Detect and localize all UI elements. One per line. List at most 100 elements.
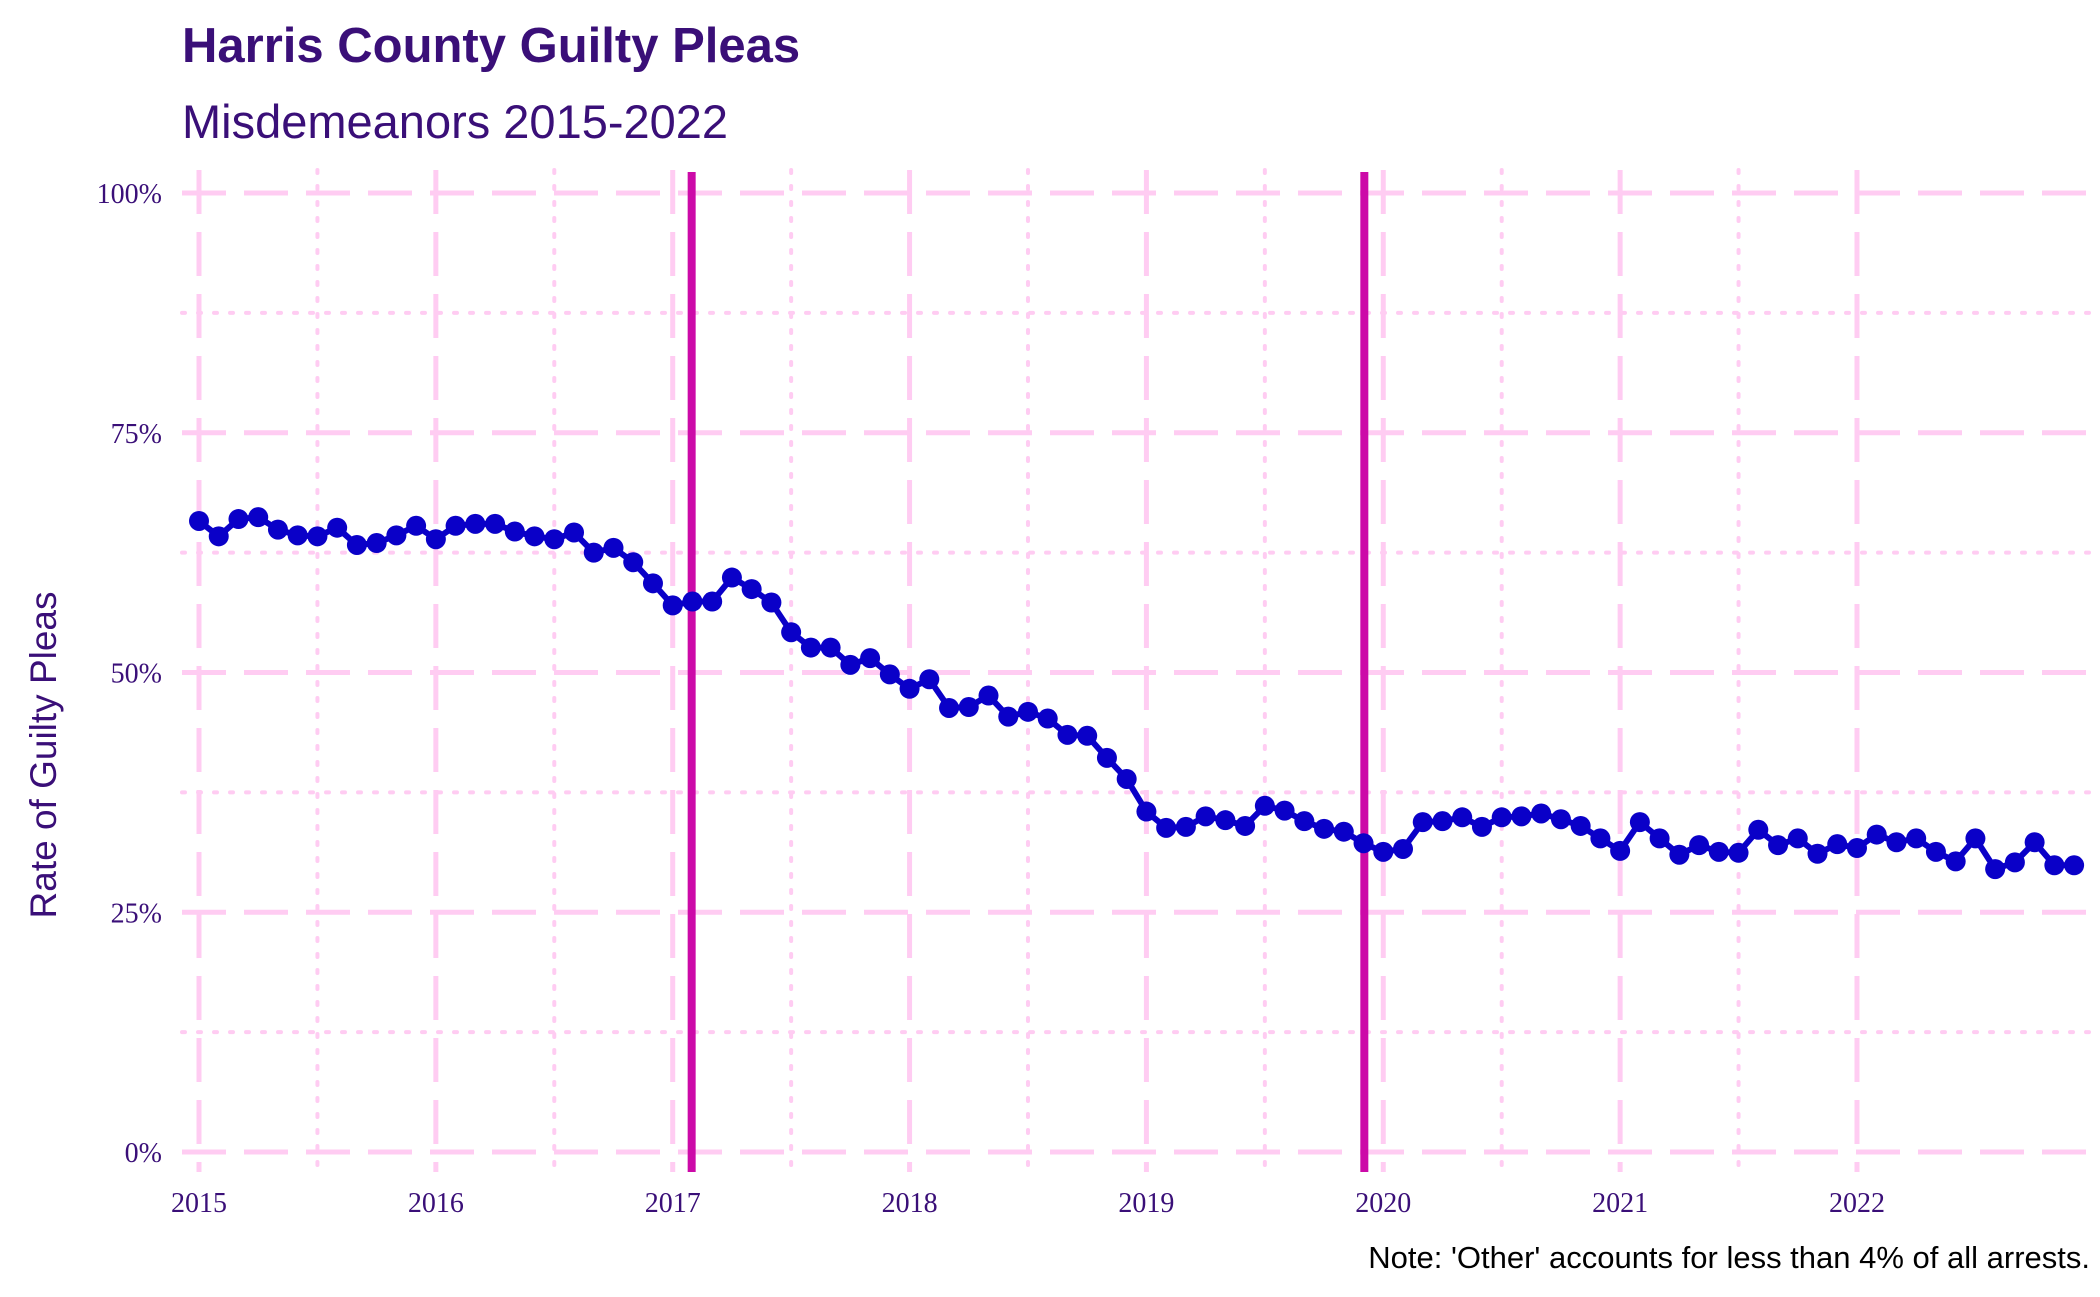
x-tick-label: 2017 xyxy=(645,1188,701,1219)
data-point xyxy=(1531,803,1552,824)
data-point xyxy=(1175,816,1196,837)
data-point xyxy=(761,592,782,613)
data-point xyxy=(1669,844,1690,865)
data-point xyxy=(1353,833,1374,854)
data-point xyxy=(228,509,249,530)
data-point xyxy=(1550,809,1571,830)
data-point xyxy=(1393,838,1414,859)
data-point xyxy=(485,513,506,534)
data-point xyxy=(1077,725,1098,746)
data-point xyxy=(1787,828,1808,849)
reference-lines xyxy=(687,172,1369,1172)
data-point xyxy=(524,526,545,547)
data-point xyxy=(2044,855,2065,876)
data-point xyxy=(1965,828,1986,849)
series-guilty-pleas xyxy=(189,507,2085,880)
data-point xyxy=(781,622,802,643)
y-tick-label: 75% xyxy=(111,419,162,450)
data-point xyxy=(504,521,525,542)
data-point xyxy=(1235,815,1256,836)
data-point xyxy=(1945,851,1966,872)
data-point xyxy=(662,595,683,616)
data-point xyxy=(2004,852,2025,873)
data-point xyxy=(1649,828,1670,849)
data-point xyxy=(1708,841,1729,862)
x-axis-ticks: 2015 2016 2017 2018 2019 2020 2021 2022 xyxy=(171,1188,1885,1219)
data-point xyxy=(642,573,663,594)
data-point xyxy=(189,510,209,531)
data-point xyxy=(741,579,762,600)
data-point xyxy=(1629,812,1650,833)
data-point xyxy=(1866,824,1887,845)
data-point xyxy=(1491,807,1512,828)
data-point xyxy=(445,515,466,536)
y-axis-label: Rate of Guilty Pleas xyxy=(23,592,64,919)
data-point xyxy=(307,526,328,547)
chart-caption: Note: 'Other' accounts for less than 4% … xyxy=(1368,1240,2090,1275)
data-point xyxy=(208,526,229,547)
data-point xyxy=(1136,801,1157,822)
x-tick-label: 2020 xyxy=(1355,1188,1411,1219)
data-point xyxy=(544,529,565,550)
data-point xyxy=(721,567,742,588)
data-point xyxy=(1057,724,1078,745)
data-point xyxy=(800,637,821,658)
data-point xyxy=(1768,835,1789,856)
data-point xyxy=(1452,807,1473,828)
data-point xyxy=(1195,806,1216,827)
data-point xyxy=(425,529,446,550)
data-point xyxy=(1728,842,1749,863)
data-point xyxy=(1254,795,1275,816)
y-tick-label: 100% xyxy=(97,179,162,210)
data-point xyxy=(386,525,407,546)
data-point xyxy=(1985,859,2006,880)
data-point xyxy=(1116,768,1137,789)
data-point xyxy=(1827,834,1848,855)
data-point xyxy=(958,697,979,718)
data-point xyxy=(406,515,427,536)
data-point xyxy=(248,507,269,528)
chart-title: Harris County Guilty Pleas xyxy=(182,19,800,73)
data-point xyxy=(1412,812,1433,833)
y-axis-ticks: 0% 25% 50% 75% 100% xyxy=(97,179,162,1169)
chart-subtitle: Misdemeanors 2015-2022 xyxy=(182,95,728,148)
x-tick-label: 2018 xyxy=(882,1188,938,1219)
data-point xyxy=(998,706,1019,727)
data-point xyxy=(879,664,900,685)
data-point xyxy=(1906,828,1927,849)
data-point xyxy=(366,533,387,554)
data-point xyxy=(1156,817,1177,838)
x-tick-label: 2021 xyxy=(1592,1188,1648,1219)
data-point xyxy=(287,525,308,546)
data-point xyxy=(1314,818,1335,839)
y-tick-label: 0% xyxy=(125,1138,162,1169)
data-point xyxy=(1373,841,1394,862)
data-point xyxy=(820,637,841,658)
data-point xyxy=(1846,837,1867,858)
series-line xyxy=(197,514,2075,873)
data-point xyxy=(1274,800,1295,821)
x-tick-label: 2022 xyxy=(1829,1188,1885,1219)
data-point xyxy=(1037,708,1058,729)
data-point xyxy=(346,534,367,555)
data-point xyxy=(2064,855,2085,876)
data-point xyxy=(702,591,723,612)
data-point xyxy=(1886,832,1907,853)
data-point xyxy=(1471,816,1492,837)
data-point xyxy=(1610,840,1631,861)
data-point xyxy=(267,519,288,540)
x-tick-label: 2015 xyxy=(171,1188,227,1219)
data-point xyxy=(1590,828,1611,849)
data-point xyxy=(978,685,999,706)
data-point xyxy=(2024,832,2045,853)
data-point xyxy=(583,542,604,563)
data-point xyxy=(1096,747,1117,768)
x-tick-label: 2016 xyxy=(408,1188,464,1219)
data-point xyxy=(1689,835,1710,856)
data-point xyxy=(603,537,624,558)
data-point xyxy=(1432,811,1453,832)
data-point xyxy=(1333,821,1354,842)
data-point xyxy=(327,517,348,538)
data-point xyxy=(1925,841,1946,862)
